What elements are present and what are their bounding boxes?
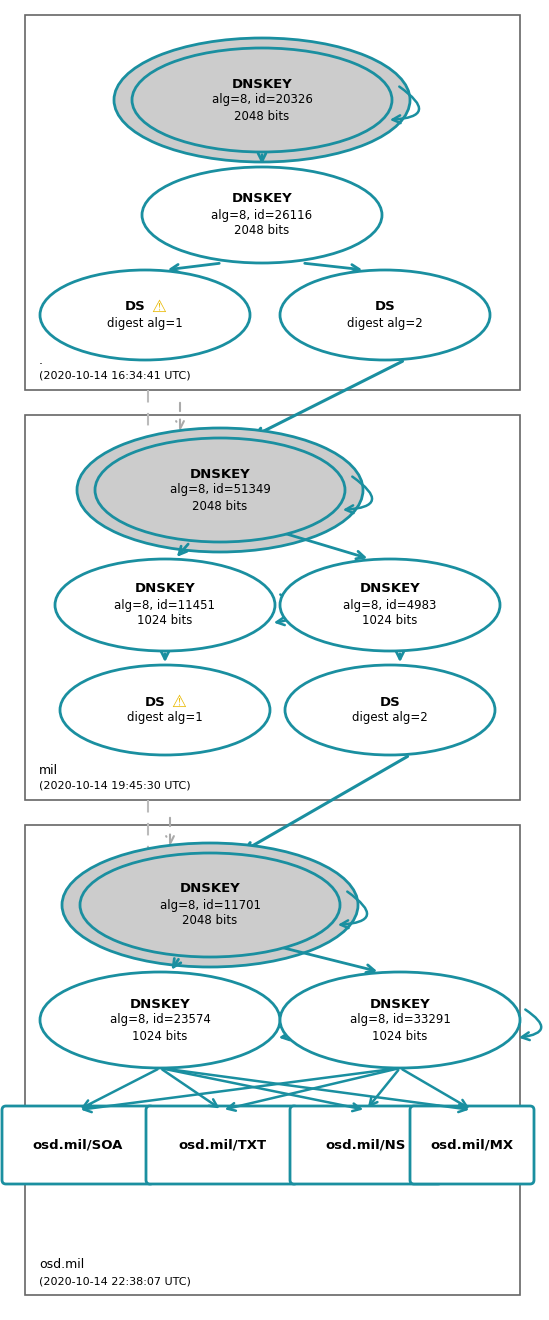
Text: DNSKEY: DNSKEY: [189, 467, 250, 480]
FancyBboxPatch shape: [25, 414, 520, 800]
Text: ⚠: ⚠: [152, 298, 166, 315]
FancyBboxPatch shape: [25, 15, 520, 389]
Text: alg=8, id=20326: alg=8, id=20326: [211, 94, 312, 107]
Ellipse shape: [40, 271, 250, 360]
Text: 1024 bits: 1024 bits: [137, 615, 193, 627]
FancyBboxPatch shape: [290, 1106, 442, 1184]
Text: 1024 bits: 1024 bits: [372, 1030, 428, 1043]
Ellipse shape: [80, 853, 340, 957]
FancyBboxPatch shape: [2, 1106, 154, 1184]
Text: osd.mil/NS: osd.mil/NS: [326, 1138, 406, 1151]
Text: osd.mil: osd.mil: [39, 1258, 84, 1271]
Ellipse shape: [114, 38, 410, 162]
Text: osd.mil/TXT: osd.mil/TXT: [178, 1138, 266, 1151]
Text: DNSKEY: DNSKEY: [130, 998, 191, 1011]
Text: DNSKEY: DNSKEY: [232, 193, 293, 206]
Text: alg=8, id=11451: alg=8, id=11451: [115, 598, 216, 611]
Text: digest alg=1: digest alg=1: [107, 317, 183, 330]
Text: alg=8, id=51349: alg=8, id=51349: [170, 483, 271, 496]
Text: DS: DS: [374, 301, 395, 314]
Text: DS: DS: [379, 696, 400, 709]
Text: DNSKEY: DNSKEY: [360, 582, 421, 595]
Text: digest alg=1: digest alg=1: [127, 711, 203, 725]
Text: .: .: [39, 354, 43, 367]
Text: DS: DS: [144, 696, 165, 709]
Text: DNSKEY: DNSKEY: [180, 883, 240, 895]
Ellipse shape: [285, 665, 495, 755]
Text: alg=8, id=26116: alg=8, id=26116: [211, 209, 312, 222]
Text: ⚠: ⚠: [171, 693, 187, 711]
Text: 2048 bits: 2048 bits: [192, 499, 248, 512]
Text: (2020-10-14 19:45:30 UTC): (2020-10-14 19:45:30 UTC): [39, 781, 191, 791]
Text: digest alg=2: digest alg=2: [347, 317, 423, 330]
Text: osd.mil/MX: osd.mil/MX: [430, 1138, 513, 1151]
Ellipse shape: [95, 438, 345, 543]
FancyBboxPatch shape: [410, 1106, 534, 1184]
Text: osd.mil/SOA: osd.mil/SOA: [33, 1138, 123, 1151]
Text: alg=8, id=11701: alg=8, id=11701: [160, 899, 260, 912]
Ellipse shape: [280, 972, 520, 1068]
Text: 2048 bits: 2048 bits: [182, 915, 238, 928]
Ellipse shape: [62, 843, 358, 968]
Text: (2020-10-14 16:34:41 UTC): (2020-10-14 16:34:41 UTC): [39, 371, 191, 381]
FancyBboxPatch shape: [25, 825, 520, 1295]
Text: DNSKEY: DNSKEY: [369, 998, 430, 1011]
Ellipse shape: [132, 48, 392, 152]
FancyBboxPatch shape: [146, 1106, 298, 1184]
Ellipse shape: [60, 665, 270, 755]
Text: alg=8, id=23574: alg=8, id=23574: [110, 1014, 210, 1027]
Ellipse shape: [77, 428, 363, 552]
Text: alg=8, id=4983: alg=8, id=4983: [343, 598, 436, 611]
Ellipse shape: [280, 271, 490, 360]
Text: DS: DS: [125, 301, 145, 314]
Ellipse shape: [280, 558, 500, 651]
Ellipse shape: [40, 972, 280, 1068]
Text: 2048 bits: 2048 bits: [234, 110, 290, 123]
Text: alg=8, id=33291: alg=8, id=33291: [350, 1014, 450, 1027]
Text: 1024 bits: 1024 bits: [362, 615, 418, 627]
Text: DNSKEY: DNSKEY: [232, 78, 293, 91]
Text: digest alg=2: digest alg=2: [352, 711, 428, 725]
Text: mil: mil: [39, 763, 58, 776]
Text: DNSKEY: DNSKEY: [135, 582, 195, 595]
Text: 2048 bits: 2048 bits: [234, 224, 290, 238]
Ellipse shape: [55, 558, 275, 651]
Text: (2020-10-14 22:38:07 UTC): (2020-10-14 22:38:07 UTC): [39, 1276, 191, 1286]
Ellipse shape: [142, 168, 382, 263]
Text: 1024 bits: 1024 bits: [132, 1030, 188, 1043]
